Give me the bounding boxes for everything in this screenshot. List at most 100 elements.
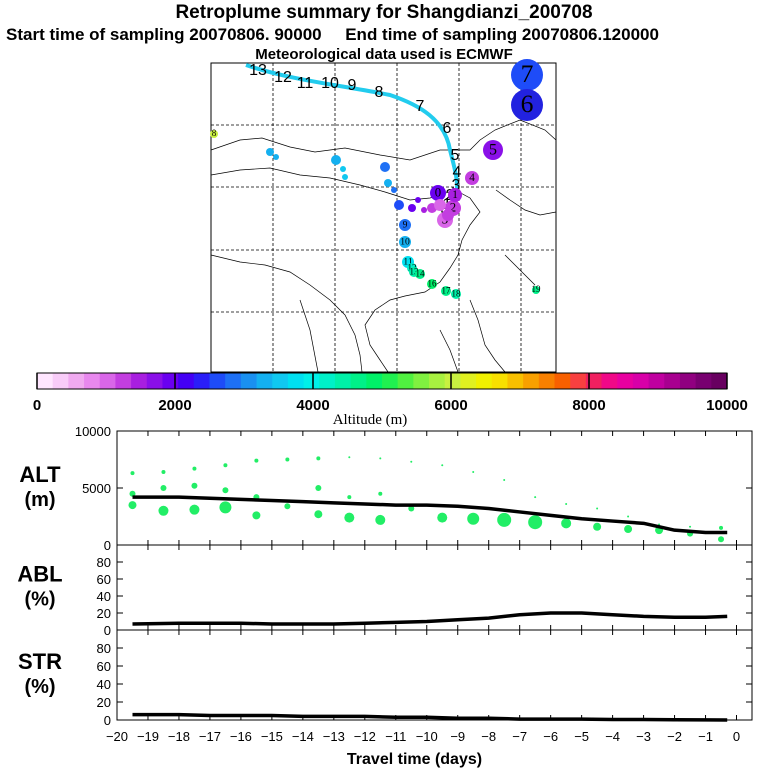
y-tick-label: 0 (104, 713, 111, 728)
plume-particle-dot (408, 204, 416, 212)
trajectory-age-label: 6 (443, 120, 452, 137)
plume-spread-point (565, 502, 568, 505)
colorbar-swatch (711, 373, 728, 389)
trajectory-age-label: 9 (348, 77, 357, 94)
plume-spread-point (316, 456, 321, 461)
y-tick-label: 5000 (82, 481, 111, 496)
plume-particle-dot (340, 166, 346, 172)
plume-cluster-label: 17 (442, 285, 452, 295)
trajectory-age-label: 10 (321, 75, 339, 92)
panel-title: ABL (17, 562, 62, 587)
colorbar-swatch (617, 373, 634, 389)
trajectory-age-label: 8 (375, 84, 384, 101)
plume-spread-point (441, 464, 444, 467)
colorbar-swatch (476, 373, 493, 389)
colorbar-swatch (570, 373, 587, 389)
plume-cluster-label: 7 (521, 59, 534, 88)
colorbar-swatch (413, 373, 430, 389)
colorbar-swatch (334, 373, 352, 389)
x-tick-label: −12 (354, 729, 376, 744)
x-tick-label: −10 (416, 729, 438, 744)
colorbar-tick-label: 0 (33, 397, 41, 414)
plume-spread-point (596, 507, 599, 510)
x-tick-label: −1 (698, 729, 713, 744)
series-line (132, 495, 728, 535)
colorbar-swatch (225, 373, 242, 389)
plume-spread-point (191, 482, 198, 489)
map-grid (211, 63, 556, 372)
plume-cluster-dot (483, 140, 503, 160)
colorbar-tick-label: 2000 (158, 397, 191, 414)
plume-cluster-dot (399, 219, 411, 231)
colorbar-swatch (240, 373, 258, 389)
plume-spread-point (158, 505, 169, 516)
plume-spread-point (593, 522, 602, 531)
colorbar-swatch (491, 373, 508, 389)
plume-spread-point (472, 471, 475, 474)
colorbar-swatch (507, 373, 524, 389)
panel-unit-label: (%) (24, 676, 55, 698)
colorbar-swatch (287, 373, 305, 389)
plume-spread-point (467, 512, 480, 525)
plume-spread-point (719, 525, 724, 530)
series-line (132, 712, 728, 722)
y-tick-label: 20 (97, 695, 111, 710)
plume-spread-point (718, 536, 725, 543)
y-tick-label: 80 (97, 555, 111, 570)
colorbar-swatch (178, 373, 195, 389)
plume-cluster-label: 4 (469, 172, 475, 184)
colorbar-swatch (209, 373, 226, 389)
plume-spread-point (408, 505, 415, 512)
colorbar-swatch (444, 373, 461, 389)
x-tick-label: −8 (481, 729, 496, 744)
plume-particle-dot (421, 207, 427, 213)
x-tick-label: −15 (261, 729, 283, 744)
plume-particle-dot (391, 187, 397, 193)
plume-spread-point (189, 504, 200, 515)
colorbar-swatch (146, 373, 163, 389)
plume-spread-point (410, 460, 413, 463)
colorbar-tick-label: 10000 (706, 397, 748, 414)
colorbar-swatch (538, 373, 555, 389)
plume-cluster-label: 14 (416, 268, 426, 278)
plume-spread-point (528, 515, 543, 530)
plume-spread-point (624, 525, 633, 534)
y-tick-label: 0 (104, 538, 111, 553)
plume-particle-dot (384, 179, 392, 187)
colorbar-swatch (52, 373, 69, 389)
mean-trajectory-path (245, 63, 460, 201)
colorbar-swatch (382, 373, 399, 389)
panel-frame (116, 629, 753, 721)
plume-cluster-label: 5 (489, 142, 497, 159)
plume-cluster-label: 16 (428, 278, 438, 288)
plume-cluster-dot (511, 89, 543, 121)
plume-cluster-label: 13 (410, 266, 420, 276)
plume-spread-point (561, 518, 572, 529)
plume-spread-point (378, 491, 383, 496)
x-tick-label: −5 (574, 729, 589, 744)
trajectory-age-label: 5 (451, 147, 460, 164)
colorbar-swatch (162, 373, 179, 389)
x-axis-label: Travel time (days) (347, 751, 482, 768)
plume-spread-point (534, 496, 537, 499)
plume-spread-point (347, 495, 352, 500)
plume-particle-dot (434, 199, 446, 211)
x-tick-label: −17 (199, 729, 221, 744)
colorbar-swatch (664, 373, 681, 389)
x-tick-label: −20 (106, 729, 128, 744)
map-frame (210, 62, 557, 373)
plume-spread-point (222, 487, 229, 494)
x-tick-label: −14 (292, 729, 314, 744)
trajectory-age-label: 3 (452, 177, 461, 194)
altitude-colorbar: 0 2000 4000 6000 8000 10000 (33, 372, 748, 414)
colorbar-swatch (632, 373, 650, 389)
y-tick-label: 40 (97, 589, 111, 604)
meteorology-line: Meteorological data used is ECMWF (255, 46, 513, 63)
plume-cluster-dot (399, 236, 411, 248)
plume-spread-point (128, 501, 137, 510)
plume-spread-point (219, 501, 232, 514)
colorbar-tick-label: 4000 (296, 397, 329, 414)
plume-cluster-label: 9 (403, 220, 408, 231)
plume-cluster-label: 2 (450, 201, 456, 215)
